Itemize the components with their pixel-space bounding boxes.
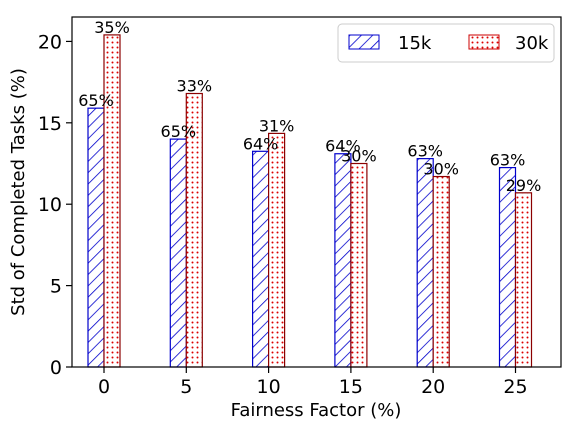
bar-15k-25 — [498, 166, 517, 368]
bar-30k-10 — [268, 132, 286, 368]
plot-frame — [71, 16, 562, 368]
legend: 15k 30k — [337, 23, 555, 63]
x-axis: 0 5 10 15 20 25 — [98, 367, 528, 398]
data-label-15k-0: 65% — [78, 91, 114, 110]
data-label-30k-25: 29% — [506, 176, 542, 195]
x-tick-label: 15 — [339, 376, 363, 398]
y-tick-label: 15 — [38, 113, 62, 135]
x-axis-label: Fairness Factor (%) — [231, 400, 402, 421]
data-label-15k-5: 65% — [161, 122, 197, 141]
y-axis: 0 5 10 15 20 — [38, 31, 72, 379]
data-label-30k-5: 33% — [177, 77, 213, 96]
bar-15k-0 — [87, 107, 105, 368]
legend-swatch-30k — [468, 34, 500, 50]
bar-15k-5 — [169, 138, 187, 368]
legend-label-15k: 15k — [398, 33, 432, 54]
data-label-30k-10: 31% — [259, 116, 295, 135]
legend-swatch-15k — [348, 34, 380, 50]
bar-30k-20 — [432, 175, 450, 368]
data-label-30k-15: 30% — [341, 147, 377, 166]
x-tick-label: 25 — [503, 376, 527, 398]
bar-30k-25 — [514, 192, 533, 368]
data-label-15k-10: 64% — [243, 134, 279, 153]
y-tick-label: 0 — [50, 357, 62, 379]
data-label-15k-25: 63% — [490, 151, 526, 170]
data-label-30k-0: 35% — [94, 18, 130, 37]
x-tick-label: 0 — [98, 376, 110, 398]
data-labels-layer: 65%35%65%33%64%31%64%30% 63%30% 63%29% — [78, 18, 541, 195]
y-tick-label: 10 — [38, 194, 62, 216]
x-tick-label: 20 — [421, 376, 445, 398]
x-tick-label: 5 — [180, 376, 192, 398]
data-label-30k-20: 30% — [423, 160, 459, 179]
y-axis-label: Std of Completed Tasks (%) — [8, 68, 29, 316]
x-tick-label: 10 — [257, 376, 281, 398]
data-label-15k-20: 63% — [407, 142, 443, 161]
y-tick-label: 20 — [38, 31, 62, 53]
legend-label-30k: 30k — [515, 33, 549, 54]
bars-layer — [87, 34, 533, 368]
bar-15k-15 — [334, 153, 352, 368]
legend-frame — [337, 23, 555, 63]
bar-30k-0 — [103, 34, 121, 368]
bar-15k-20 — [416, 158, 434, 368]
y-tick-label: 5 — [50, 276, 62, 298]
data-label-15k-15: 64% — [325, 137, 361, 156]
bar-15k-10 — [252, 150, 270, 368]
bar-30k-15 — [350, 162, 368, 368]
